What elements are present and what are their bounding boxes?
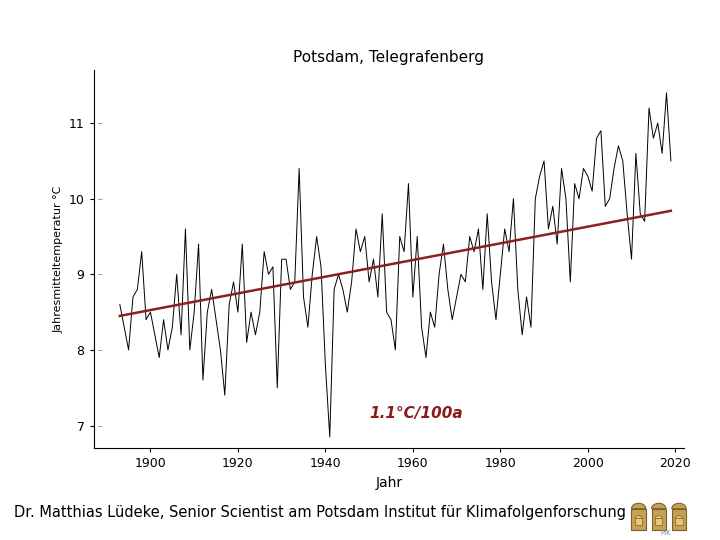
- Bar: [675, 518, 683, 525]
- Wedge shape: [631, 503, 646, 509]
- Y-axis label: Jahresmitteltemperatur °C: Jahresmitteltemperatur °C: [53, 186, 63, 333]
- Text: 1.1°C/100a: 1.1°C/100a: [369, 406, 463, 421]
- Text: –: –: [94, 118, 103, 128]
- Text: –: –: [94, 345, 103, 355]
- Bar: [652, 509, 666, 530]
- Bar: [672, 509, 686, 530]
- Bar: [631, 509, 646, 530]
- X-axis label: Jahr: Jahr: [375, 476, 402, 490]
- Wedge shape: [635, 516, 642, 518]
- Text: –: –: [94, 421, 103, 430]
- Text: –: –: [94, 269, 103, 279]
- Wedge shape: [672, 503, 686, 509]
- Text: PIK: PIK: [661, 530, 671, 536]
- Wedge shape: [652, 503, 666, 509]
- Wedge shape: [675, 516, 683, 518]
- Bar: [635, 518, 642, 525]
- Title: Potsdam, Telegrafenberg: Potsdam, Telegrafenberg: [293, 50, 485, 65]
- Bar: [655, 518, 662, 525]
- Wedge shape: [655, 516, 662, 518]
- Text: –: –: [94, 194, 103, 204]
- Text: Dr. Matthias Lüdeke, Senior Scientist am Potsdam Institut für Klimafolgenforschu: Dr. Matthias Lüdeke, Senior Scientist am…: [14, 505, 626, 521]
